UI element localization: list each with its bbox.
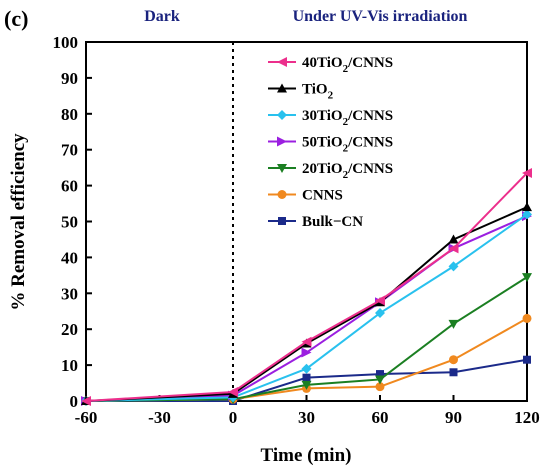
data-point xyxy=(522,273,532,283)
dark-region-label: Dark xyxy=(144,8,180,25)
data-point xyxy=(301,363,312,374)
y-axis-title: % Removal efficiency xyxy=(8,133,29,311)
legend-swatch-marker xyxy=(277,190,287,199)
legend-label: 30TiO2/CNNS xyxy=(302,108,393,128)
legend-entry: TiO2 xyxy=(268,82,334,102)
legend-label: CNNS xyxy=(302,188,343,204)
legend-entry: 40TiO2/CNNS xyxy=(268,55,393,75)
series-line xyxy=(86,358,528,402)
legend-swatch-marker xyxy=(277,83,287,93)
legend-swatch-marker xyxy=(277,110,287,120)
data-point xyxy=(375,375,385,385)
data-point xyxy=(448,319,459,329)
panel-label: (c) xyxy=(4,6,28,31)
y-tick-label: 60 xyxy=(61,177,78,196)
data-point xyxy=(522,313,532,323)
legend: 40TiO2/CNNS TiO2 30TiO2/CNNS 50TiO2/CNNS 20T… xyxy=(268,55,393,230)
data-point xyxy=(228,387,238,398)
data-point xyxy=(302,373,311,382)
y-tick-label: 90 xyxy=(61,69,78,88)
x-tick-label: 30 xyxy=(298,408,315,427)
y-tick-label: 30 xyxy=(61,284,78,303)
series-30tio-line xyxy=(81,209,532,406)
data-point xyxy=(375,382,385,392)
y-tick-label: 10 xyxy=(61,356,78,375)
x-tick-label: 90 xyxy=(445,408,462,427)
legend-label: TiO2 xyxy=(302,82,334,102)
legend-label: 40TiO2/CNNS xyxy=(302,55,393,75)
data-point xyxy=(522,209,532,220)
legend-entry: CNNS xyxy=(268,188,343,204)
legend-entry: Bulk−CN xyxy=(268,214,363,230)
legend-entry: 30TiO2/CNNS xyxy=(268,108,393,128)
data-point xyxy=(375,295,385,306)
x-tick-label: 60 xyxy=(372,408,389,427)
series-40tio-line xyxy=(81,168,532,406)
data-point xyxy=(301,336,312,347)
series-line xyxy=(85,172,528,402)
data-point xyxy=(375,308,385,319)
data-point xyxy=(301,347,312,358)
data-point xyxy=(522,168,532,179)
data-point xyxy=(448,234,459,244)
data-point xyxy=(448,243,459,254)
data-point xyxy=(301,380,312,390)
legend-swatch-marker xyxy=(278,217,286,225)
legend-entry: 20TiO2/CNNS xyxy=(268,161,393,181)
irradiation-region-label: Under UV-Vis irradiation xyxy=(293,8,468,25)
data-point xyxy=(522,202,532,212)
data-point xyxy=(449,368,458,377)
legend-swatch-marker xyxy=(277,57,287,67)
x-tick-label: -30 xyxy=(148,408,171,427)
y-tick-label: 100 xyxy=(53,33,79,52)
data-point xyxy=(448,261,459,272)
data-point xyxy=(523,355,531,364)
legend-entry: 50TiO2/CNNS xyxy=(268,135,393,155)
series-line xyxy=(85,206,528,402)
data-point xyxy=(81,396,91,406)
series-cnns-line xyxy=(81,313,532,406)
series-line xyxy=(85,276,528,402)
legend-swatch-marker xyxy=(277,164,287,173)
y-tick-label: 80 xyxy=(61,105,78,124)
legend-label: 20TiO2/CNNS xyxy=(302,161,393,181)
legend-label: Bulk−CN xyxy=(302,214,363,230)
axis-ticks: -60 -30 0 30 60 90 120 0 10 20 30 40 50 60 70 80 90 100 xyxy=(53,33,540,427)
y-tick-label: 70 xyxy=(61,141,78,160)
x-tick-label: 0 xyxy=(229,408,238,427)
x-tick-label: -60 xyxy=(75,408,98,427)
data-point xyxy=(449,355,458,365)
series-line xyxy=(85,213,528,402)
series-line xyxy=(85,215,528,402)
legend-label: 50TiO2/CNNS xyxy=(302,135,393,155)
series-layer xyxy=(81,168,532,406)
legend-swatch-marker xyxy=(277,136,287,147)
y-tick-label: 0 xyxy=(70,392,79,411)
x-tick-label: 120 xyxy=(514,408,540,427)
y-tick-label: 40 xyxy=(61,248,78,267)
y-tick-label: 20 xyxy=(61,320,78,339)
x-axis-title: Time (min) xyxy=(261,445,352,466)
y-tick-label: 50 xyxy=(61,213,78,232)
